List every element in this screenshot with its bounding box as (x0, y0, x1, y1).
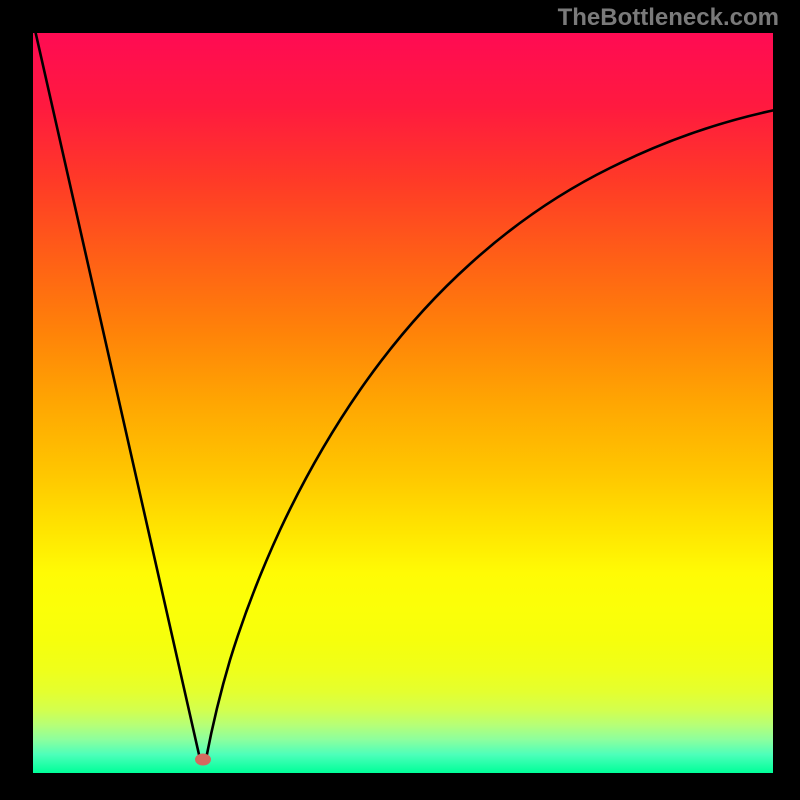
chart-container: TheBottleneck.com (0, 0, 800, 800)
watermark-text: TheBottleneck.com (558, 4, 779, 32)
minimum-marker (195, 754, 211, 766)
chart-svg (0, 0, 800, 800)
